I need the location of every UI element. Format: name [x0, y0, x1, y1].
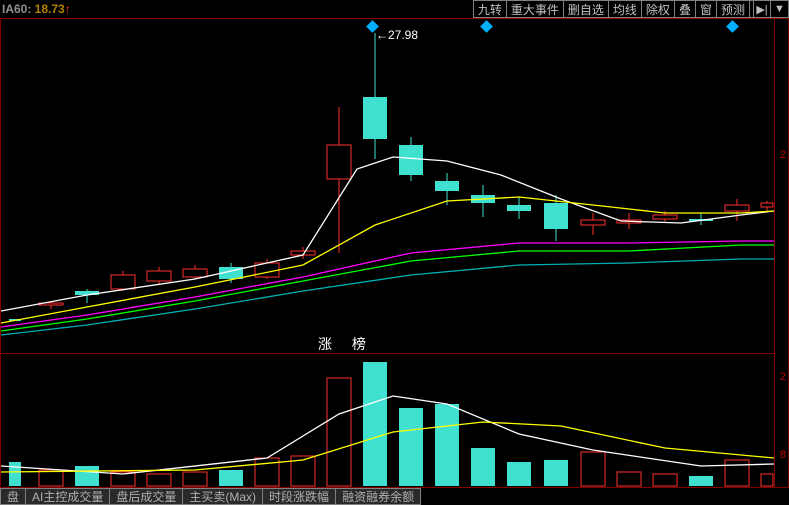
price-panel[interactable]	[0, 18, 775, 354]
tab-1[interactable]: AI主控成交量	[26, 488, 110, 505]
ma60-indicator: IA60: 18.73↑	[2, 2, 71, 16]
ma60-key: IA60:	[2, 2, 31, 16]
toolbar: 九转重大事件删自选均线除权叠窗预测凸	[473, 0, 771, 18]
axis-tick-0: 2	[780, 149, 786, 161]
nav-buttons: ▶| ▼	[753, 0, 789, 18]
bottom-tabs: 盘AI主控成交量盘后成交量主买卖(Max)时段涨跌幅融资融券余额	[0, 488, 789, 505]
axis-tick-1: 2	[780, 371, 786, 383]
tool-btn-2[interactable]: 删自选	[564, 0, 609, 18]
tool-btn-1[interactable]: 重大事件	[507, 0, 564, 18]
tool-btn-4[interactable]: 除权	[642, 0, 675, 18]
chart-root: { "colors": { "bg": "#000000", "border":…	[0, 0, 789, 505]
tool-btn-6[interactable]: 窗	[696, 0, 717, 18]
volume-panel[interactable]	[0, 354, 775, 488]
ma60-arrow: ↑	[65, 2, 71, 16]
tab-4[interactable]: 时段涨跌幅	[263, 488, 336, 505]
tool-btn-0[interactable]: 九转	[473, 0, 507, 18]
volume-chart	[1, 354, 774, 488]
axis-tick-2: 8	[780, 449, 786, 461]
tab-3[interactable]: 主买卖(Max)	[183, 488, 263, 505]
tab-2[interactable]: 盘后成交量	[110, 488, 183, 505]
right-axis: 2 2 8	[775, 18, 789, 488]
tool-btn-5[interactable]: 叠	[675, 0, 696, 18]
next-button[interactable]: ▶|	[753, 0, 771, 18]
tab-5[interactable]: 融资融券余额	[336, 488, 421, 505]
tab-0[interactable]: 盘	[0, 488, 26, 505]
price-chart	[1, 19, 774, 353]
ma60-val: 18.73	[31, 2, 64, 16]
dropdown-button[interactable]: ▼	[771, 0, 789, 18]
tool-btn-3[interactable]: 均线	[609, 0, 642, 18]
tool-btn-7[interactable]: 预测	[717, 0, 750, 18]
